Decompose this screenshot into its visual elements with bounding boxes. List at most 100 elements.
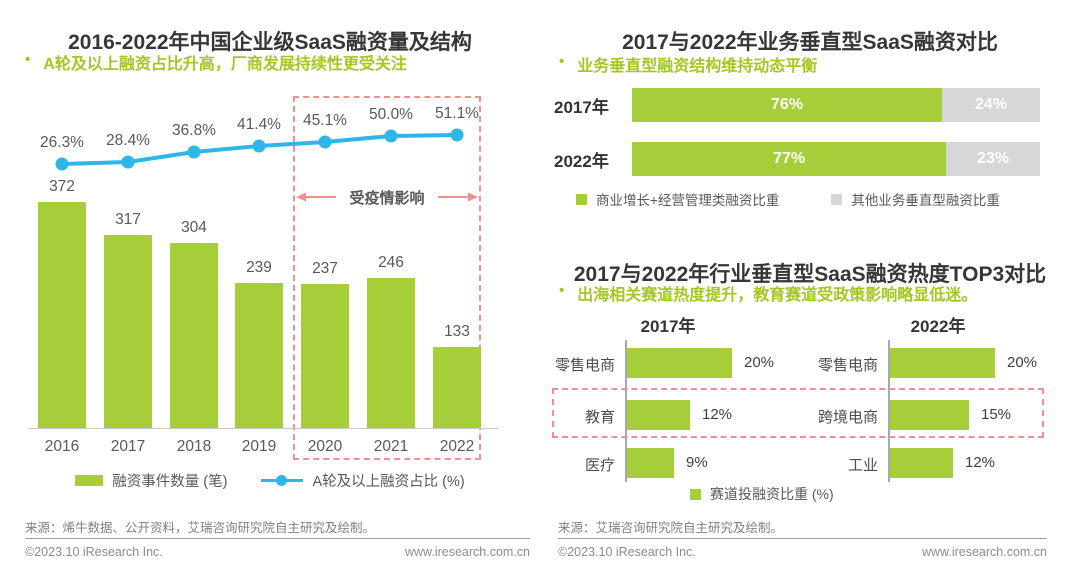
bar-value-label: 304 — [181, 219, 207, 236]
footer-divider-left — [25, 538, 530, 539]
bullet-icon: • — [559, 282, 565, 299]
copyright-left: ©2023.10 iResearch Inc. — [25, 545, 163, 559]
bar-教育 — [627, 400, 690, 430]
bar-value-label: 9% — [686, 454, 708, 471]
website-right: www.iresearch.com.cn — [921, 545, 1047, 559]
x-tick-2019: 2019 — [241, 438, 277, 455]
row-label-2022年: 2022年 — [554, 151, 609, 171]
legend-other-label: 其他业务垂直型融资比重 — [851, 193, 1000, 208]
bar-value-label: 20% — [744, 354, 775, 371]
bar-value-label: 372 — [49, 178, 75, 195]
column-header-2022: 2022年 — [910, 317, 966, 336]
stacked-bar-2017年: 76% 24% — [632, 88, 1040, 122]
line-value-label: 26.3% — [40, 134, 84, 151]
chart1-title: 2016-2022年中国企业级SaaS融资量及结构 — [68, 31, 472, 55]
line-value-label: 28.4% — [106, 132, 150, 149]
x-tick-2016: 2016 — [44, 438, 80, 455]
legend-item-line-series: A轮及以上融资占比 (%) — [261, 470, 465, 491]
chart2-legend: 商业增长+经营管理类融资比重 其他业务垂直型融资比重 — [576, 189, 1000, 209]
category-label-跨境电商: 跨境电商 — [817, 409, 878, 426]
chart1-source: 来源：烯牛数据、公开资料，艾瑞咨询研究院自主研究及绘制。 — [25, 521, 376, 535]
chart2-title: 2017与2022年业务垂直型SaaS融资对比 — [622, 31, 998, 55]
x-tick-2020: 2020 — [307, 438, 343, 455]
legend-item-other: 其他业务垂直型融资比重 — [831, 189, 1000, 209]
x-tick-2021: 2021 — [373, 438, 409, 455]
line-value-label: 51.1% — [435, 105, 479, 122]
covid-annotation-box — [293, 96, 481, 460]
category-label-零售电商: 零售电商 — [554, 357, 615, 374]
bar-跨境电商 — [890, 400, 969, 430]
bar-工业 — [890, 448, 953, 478]
legend-item-primary: 商业增长+经营管理类融资比重 — [576, 189, 779, 209]
segment-other: 23% — [946, 142, 1040, 176]
bar-医疗 — [627, 448, 674, 478]
bar-零售电商 — [890, 348, 995, 378]
bar-value-label: 12% — [702, 406, 733, 423]
line-value-label: 45.1% — [303, 112, 347, 129]
copyright-right: ©2023.10 iResearch Inc. — [558, 545, 696, 559]
stacked-bar-2022年: 77% 23% — [632, 142, 1040, 176]
axis-2022年 — [888, 340, 890, 482]
bar-2021 — [367, 278, 415, 428]
panel-left: 2016-2022年中国企业级SaaS融资量及结构 • A轮及以上融资占比升高，… — [0, 31, 540, 559]
green-square-icon — [690, 488, 701, 500]
bar-value-label: 237 — [312, 260, 338, 277]
funding-bar-line-chart: 受疫情影响 372 2016 317 2017 304 2018 239 2019 237 2020… — [28, 96, 498, 460]
bar-零售电商 — [627, 348, 732, 378]
chart3-subtitle: • 出海相关赛道热度提升，教育赛道受政策影响略显低迷。 — [559, 281, 977, 305]
line-point — [252, 139, 266, 153]
bar-value-label: 133 — [444, 323, 470, 340]
chart2-subtitle: • 业务垂直型融资结构维持动态平衡 — [559, 52, 817, 76]
line-point — [121, 155, 135, 169]
axis-2017年 — [625, 340, 627, 482]
bar-value-label: 246 — [378, 254, 404, 271]
footer-right: ©2023.10 iResearch Inc. www.iresearch.co… — [558, 545, 1047, 559]
column-header-2017: 2017年 — [640, 317, 696, 336]
legend-primary-label: 商业增长+经营管理类融资比重 — [596, 193, 780, 208]
covid-annotation: 受疫情影响 — [296, 189, 478, 207]
segment-other: 24% — [942, 88, 1040, 122]
line-value-label: 50.0% — [369, 106, 413, 123]
bullet-icon: • — [25, 51, 31, 68]
gray-square-icon — [831, 193, 843, 205]
bar-2020 — [301, 284, 349, 428]
chart3-title: 2017与2022年行业垂直型SaaS融资热度TOP3对比 — [573, 263, 1047, 287]
category-label-工业: 工业 — [847, 457, 878, 474]
footer-divider-right — [558, 538, 1047, 539]
row-label-2017年: 2017年 — [554, 97, 609, 117]
industry-top3-chart: 零售电商 20% 教育 12% 医疗 9% 零售电商 20% 跨境电商 15% 工业 12% — [540, 0, 1080, 572]
category-label-零售电商: 零售电商 — [817, 357, 878, 374]
legend-line-label: A轮及以上融资占比 (%) — [312, 474, 465, 490]
legend3-label: 赛道投融资比重 (%) — [710, 486, 834, 502]
bar-value-label: 239 — [246, 259, 272, 276]
chart3-subtitle-text: 出海相关赛道热度提升，教育赛道受政策影响略显低迷。 — [577, 287, 978, 304]
line-value-label: 36.8% — [172, 122, 216, 139]
bar-2022 — [433, 347, 481, 428]
arrow-left-icon — [296, 192, 336, 202]
line-swatch-icon — [261, 475, 304, 486]
chart1-legend: 融资事件数量 (笔) A轮及以上融资占比 (%) — [0, 470, 540, 491]
line-point — [55, 157, 69, 171]
business-vertical-stacked-chart: 2017年 76% 24% 2022年 77% 23% — [540, 0, 1080, 572]
bar-value-label: 15% — [981, 406, 1012, 423]
chart1-subtitle: • A轮及以上融资占比升高，厂商发展持续性更受关注 — [25, 50, 407, 74]
bar-2016 — [38, 202, 86, 428]
category-label-教育: 教育 — [584, 409, 615, 426]
panel-right: 2017与2022年业务垂直型SaaS融资对比 • 业务垂直型融资结构维持动态平… — [540, 0, 1080, 572]
line-value-label: 41.4% — [237, 116, 281, 133]
bar-2017 — [104, 235, 152, 428]
chart1-subtitle-text: A轮及以上融资占比升高，厂商发展持续性更受关注 — [43, 56, 407, 73]
x-tick-2022: 2022 — [439, 438, 475, 455]
bullet-icon: • — [559, 53, 565, 70]
segment-primary: 76% — [632, 88, 943, 122]
green-square-icon — [576, 193, 587, 205]
bar-value-label: 20% — [1007, 354, 1038, 371]
x-axis-line — [28, 428, 498, 429]
website-left: www.iresearch.com.cn — [404, 545, 530, 559]
category-label-医疗: 医疗 — [584, 457, 615, 474]
covid-annotation-label: 受疫情影响 — [349, 189, 425, 207]
bar-value-label: 317 — [115, 211, 141, 228]
chart3-source: 来源：艾瑞咨询研究院自主研究及绘制。 — [558, 521, 784, 535]
bar-swatch-icon — [75, 475, 104, 486]
